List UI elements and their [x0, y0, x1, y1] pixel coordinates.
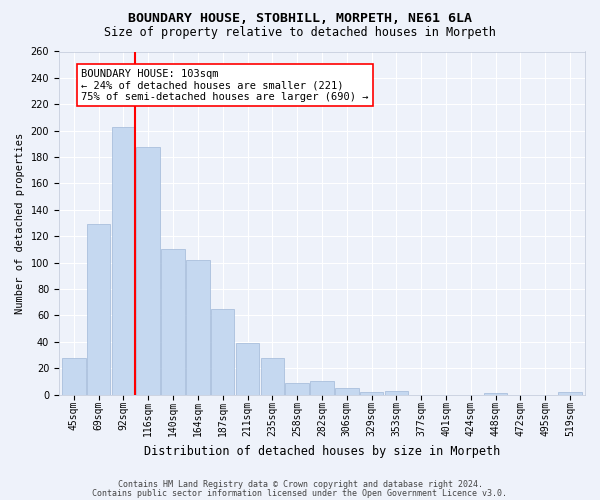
Bar	[335, 388, 359, 394]
Bar	[161, 250, 185, 394]
X-axis label: Distribution of detached houses by size in Morpeth: Distribution of detached houses by size …	[144, 444, 500, 458]
Bar	[186, 260, 209, 394]
Bar	[260, 358, 284, 395]
Text: BOUNDARY HOUSE, STOBHILL, MORPETH, NE61 6LA: BOUNDARY HOUSE, STOBHILL, MORPETH, NE61 …	[128, 12, 472, 26]
Bar	[87, 224, 110, 394]
Bar	[136, 146, 160, 394]
Bar	[62, 358, 86, 395]
Bar	[559, 392, 582, 394]
Bar	[286, 383, 309, 394]
Text: Contains public sector information licensed under the Open Government Licence v3: Contains public sector information licen…	[92, 489, 508, 498]
Bar	[236, 343, 259, 394]
Text: Size of property relative to detached houses in Morpeth: Size of property relative to detached ho…	[104, 26, 496, 39]
Y-axis label: Number of detached properties: Number of detached properties	[15, 132, 25, 314]
Bar	[211, 309, 235, 394]
Bar	[385, 390, 408, 394]
Bar	[310, 382, 334, 394]
Text: BOUNDARY HOUSE: 103sqm
← 24% of detached houses are smaller (221)
75% of semi-de: BOUNDARY HOUSE: 103sqm ← 24% of detached…	[81, 68, 369, 102]
Bar	[112, 126, 135, 394]
Text: Contains HM Land Registry data © Crown copyright and database right 2024.: Contains HM Land Registry data © Crown c…	[118, 480, 482, 489]
Bar	[360, 392, 383, 394]
